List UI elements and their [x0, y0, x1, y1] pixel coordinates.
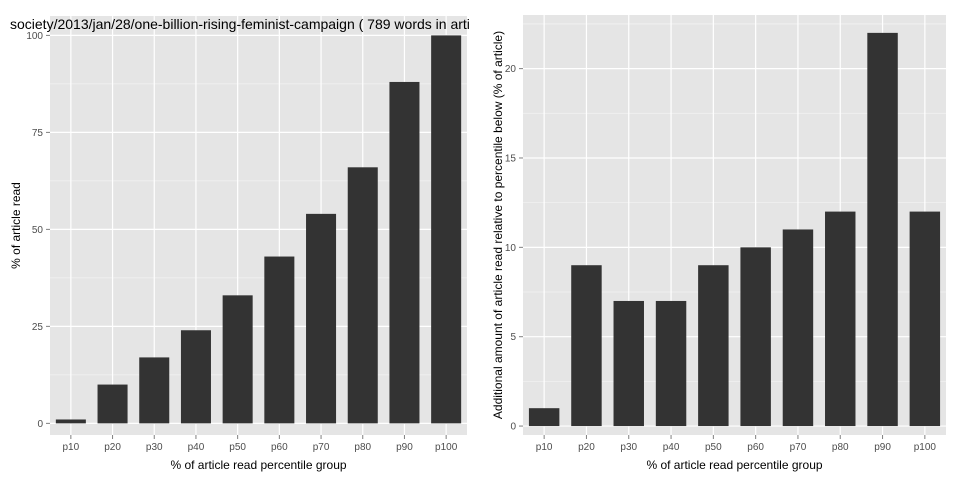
x-tick-label: p100 — [435, 442, 458, 453]
bar-p60 — [740, 247, 771, 427]
bar-p10 — [528, 408, 560, 427]
chart-additional-read: 0 5 10 15 20 p10 p20 p30 p40 p50 p60 p70 p80 p90 p100%… — [491, 15, 946, 472]
y-tick-label: 5 — [510, 332, 516, 343]
x-tick-label: p70 — [790, 442, 807, 453]
x-tick-label: p40 — [188, 442, 205, 453]
y-tick-label: 25 — [32, 322, 44, 333]
bar-p30 — [613, 300, 644, 427]
x-tick-label: p60 — [271, 442, 288, 453]
x-tick-label: p60 — [747, 442, 764, 453]
x-axis-label: % of article read percentile group — [170, 458, 346, 472]
x-tick-label: p80 — [832, 442, 849, 453]
x-tick-label: p30 — [620, 442, 637, 453]
bar-p10 — [55, 419, 86, 424]
y-axis-label: % of article read — [9, 182, 23, 269]
bar-p40 — [655, 300, 687, 427]
bar-p50 — [222, 295, 253, 424]
x-tick-label: p50 — [229, 442, 246, 453]
x-tick-label: p20 — [578, 442, 595, 453]
x-tick-label: p10 — [63, 442, 80, 453]
x-tick-label: p20 — [104, 442, 121, 453]
y-tick-label: 75 — [32, 128, 44, 139]
x-tick-label: p100 — [914, 442, 937, 453]
x-tick-label: p80 — [354, 442, 371, 453]
bar-p20 — [97, 384, 128, 424]
bar-p100 — [909, 211, 941, 427]
bar-p80 — [347, 167, 378, 424]
bar-p20 — [571, 265, 602, 427]
x-tick-label: p90 — [396, 442, 413, 453]
x-tick-label: p70 — [313, 442, 330, 453]
y-tick-label: 0 — [510, 422, 516, 433]
y-axis-label: Additional amount of article read relati… — [491, 31, 505, 419]
bar-p30 — [139, 357, 170, 424]
bar-p90 — [389, 81, 420, 424]
bar-p60 — [264, 256, 295, 424]
bar-p90 — [867, 32, 898, 427]
bar-p40 — [180, 330, 211, 424]
y-tick-label: 50 — [32, 225, 44, 236]
bar-p100 — [431, 35, 462, 424]
y-tick-label: 100 — [26, 31, 43, 42]
chart-percent-read: 0 25 50 75 100 p10 p20 p30 p40 p50 p60 p70 p80 p90 p10… — [9, 16, 470, 472]
y-tick-label: 15 — [505, 153, 517, 164]
bar-p70 — [782, 229, 814, 427]
bar-p80 — [825, 211, 856, 427]
bar-p50 — [698, 265, 729, 427]
x-tick-label: p30 — [146, 442, 163, 453]
x-tick-label: p10 — [536, 442, 553, 453]
x-tick-label: p40 — [663, 442, 680, 453]
chart-title: society/2013/jan/28/one-billion-rising-f… — [10, 16, 470, 32]
y-tick-label: 0 — [37, 419, 43, 430]
y-tick-label: 20 — [505, 64, 517, 75]
x-axis-label: % of article read percentile group — [646, 458, 822, 472]
x-tick-label: p50 — [705, 442, 722, 453]
x-tick-label: p90 — [874, 442, 891, 453]
y-tick-label: 10 — [505, 243, 517, 254]
bar-p70 — [306, 213, 337, 424]
